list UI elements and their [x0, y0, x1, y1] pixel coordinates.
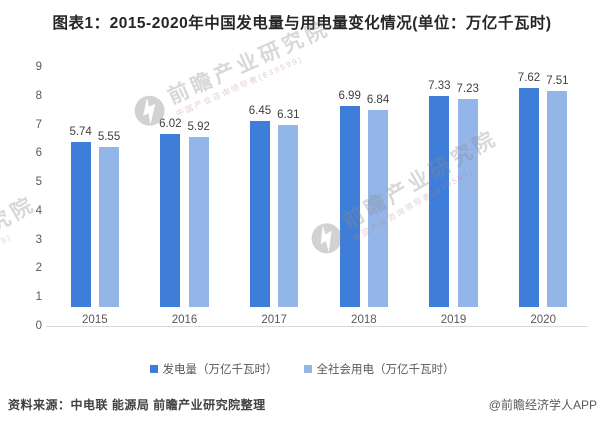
legend-swatch-icon — [303, 365, 312, 373]
bar-pair: 7.62 7.51 — [518, 67, 569, 307]
y-axis-tick-label: 7 — [35, 118, 42, 131]
y-axis-tick-label: 8 — [35, 89, 42, 102]
bar-series1-2020 — [518, 87, 539, 307]
legend-item-series1: 发电量（万亿千瓦时） — [149, 361, 278, 377]
bar-value-label: 5.74 — [69, 125, 92, 138]
bar-group-2020: 7.62 7.51 2020 — [498, 67, 588, 326]
bar-value-label: 6.84 — [366, 94, 390, 107]
bar-series1-2015 — [70, 141, 91, 307]
bar-wrap: 5.74 — [69, 125, 92, 307]
y-axis-tick-label: 6 — [35, 147, 42, 160]
bar-value-label: 6.31 — [277, 109, 300, 122]
bar-value-label: 5.92 — [187, 120, 210, 133]
y-axis-tick-label: 1 — [35, 291, 42, 304]
legend-swatch-icon — [149, 365, 158, 373]
bar-series2-2017 — [278, 125, 299, 307]
bar-wrap: 6.99 — [338, 89, 361, 307]
x-axis-label: 2015 — [82, 314, 108, 326]
y-axis-tick-label: 0 — [35, 320, 42, 332]
x-axis-label: 2017 — [261, 314, 287, 326]
bar-pair: 6.99 6.84 — [338, 67, 389, 307]
chart-title: 图表1：2015-2020年中国发电量与用电量变化情况(单位：万亿千瓦时) — [52, 15, 552, 32]
bar-group-2015: 5.74 5.55 2015 — [50, 67, 140, 326]
bar-series1-2018 — [339, 105, 360, 307]
bar-value-label: 7.62 — [517, 71, 541, 84]
legend-label: 全社会用电（万亿千瓦时） — [316, 364, 455, 376]
bar-series2-2018 — [368, 110, 389, 307]
y-axis-tick-label: 3 — [35, 233, 42, 246]
bar-wrap: 6.31 — [277, 109, 300, 307]
bar-group-2019: 7.33 7.23 2019 — [409, 67, 499, 326]
footer: 资料来源：中电联 能源局 前瞻产业研究院整理 @前瞻经济学人APP — [8, 396, 597, 413]
bar-value-label: 6.02 — [159, 117, 182, 130]
bar-value-label: 7.23 — [456, 82, 479, 95]
bar-series2-2020 — [547, 90, 568, 307]
bar-value-label: 5.55 — [97, 131, 121, 144]
bar-series1-2016 — [160, 133, 181, 307]
bar-value-label: 6.45 — [248, 105, 272, 118]
bar-wrap: 7.62 — [518, 72, 540, 307]
y-axis-tick-label: 5 — [35, 176, 42, 189]
bar-series2-2016 — [188, 136, 209, 307]
y-axis: 0 1 2 3 4 5 6 7 8 9 — [0, 61, 42, 332]
x-axis-label: 2020 — [530, 314, 556, 326]
bar-value-label: 7.51 — [546, 74, 569, 87]
x-axis-label: 2019 — [440, 314, 467, 326]
bar-value-label: 6.99 — [338, 89, 361, 102]
x-axis-label: 2016 — [171, 314, 198, 326]
bar-wrap: 6.02 — [159, 117, 182, 307]
legend-item-series2: 全社会用电（万亿千瓦时） — [303, 361, 455, 377]
x-axis-label: 2018 — [351, 314, 377, 326]
y-axis-tick-label: 4 — [35, 204, 42, 217]
y-axis-tick-label: 2 — [35, 262, 42, 275]
bar-wrap: 7.33 — [428, 80, 451, 307]
bar-wrap: 5.55 — [98, 131, 120, 307]
bar-pair: 6.45 6.31 — [249, 67, 300, 307]
bar-value-label: 7.33 — [428, 80, 451, 93]
bar-series1-2017 — [249, 121, 270, 307]
bar-pair: 7.33 7.23 — [428, 67, 479, 307]
bar-wrap: 7.23 — [457, 83, 479, 307]
bar-wrap: 6.84 — [367, 94, 389, 307]
bar-series2-2019 — [457, 98, 478, 307]
bar-series2-2015 — [99, 147, 120, 307]
bar-pair: 6.02 5.92 — [159, 67, 210, 307]
y-axis-tick-label: 9 — [35, 61, 42, 73]
bar-series1-2019 — [429, 96, 450, 307]
bar-group-2016: 6.02 5.92 2016 — [140, 67, 230, 326]
bar-group-2017: 6.45 6.31 2017 — [229, 67, 319, 326]
bar-wrap: 6.45 — [249, 105, 271, 307]
x-axis-line — [46, 326, 588, 327]
legend-label: 发电量（万亿千瓦时） — [162, 364, 278, 376]
bar-wrap: 5.92 — [188, 121, 210, 307]
bar-pair: 5.74 5.55 — [69, 67, 120, 307]
credit-text: @前瞻经济学人APP — [488, 398, 597, 412]
chart-legend: 发电量（万亿千瓦时） 全社会用电（万亿千瓦时） — [0, 361, 604, 377]
bar-group-2018: 6.99 6.84 2018 — [319, 67, 409, 326]
data-source-text: 资料来源：中电联 能源局 前瞻产业研究院整理 — [8, 398, 266, 412]
bar-chart-plot-area: 5.74 5.55 2015 6.02 5.92 2016 6.45 6.31 2017 6.99… — [50, 67, 588, 326]
bar-wrap: 7.51 — [546, 74, 569, 307]
